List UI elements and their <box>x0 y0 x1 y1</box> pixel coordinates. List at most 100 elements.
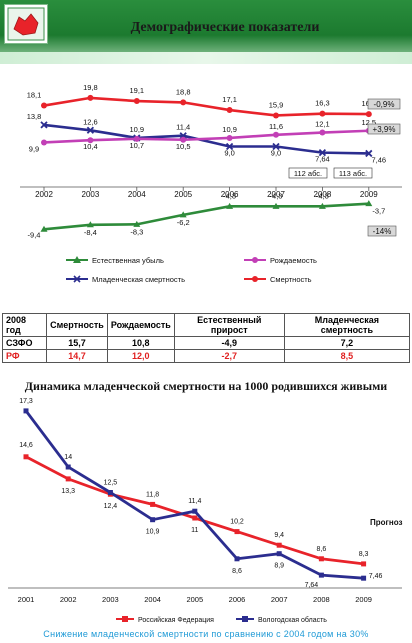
demographics-chart: 18,119,819,118,817,115,916,316,213,812,6… <box>20 83 402 284</box>
data-label: -6,2 <box>177 218 190 227</box>
data-point <box>273 131 279 138</box>
data-label: 18,8 <box>176 87 191 96</box>
data-point <box>361 575 367 581</box>
data-label: -4,3 <box>270 191 283 200</box>
data-point <box>361 561 367 567</box>
x-tick-label: 2001 <box>18 595 35 604</box>
data-label: 9,0 <box>224 149 234 158</box>
data-label: 11,4 <box>188 498 201 505</box>
data-point <box>41 102 47 109</box>
data-point <box>133 135 140 142</box>
infant-mortality-chart: 14,6 13,3 12,4 11,8 11 10,2 9,4 8,6 8,3 17,3 14 12,… <box>8 398 402 624</box>
data-label: 12,1 <box>315 120 330 129</box>
table-cell: 12,0 <box>106 349 175 363</box>
x-tick-label: 2002 <box>35 190 53 199</box>
legend-vologda: Вологодская область <box>258 616 327 624</box>
data-label: 10,9 <box>222 125 237 134</box>
data-point <box>86 221 94 228</box>
x-tick-label: 2002 <box>60 595 77 604</box>
data-label: 16,3 <box>315 99 330 108</box>
data-label: 10,7 <box>129 141 144 150</box>
data-label: -8,3 <box>130 227 143 236</box>
data-label: 9,9 <box>29 144 39 153</box>
data-point <box>225 142 234 151</box>
table-header-cell: Естественный прирост <box>173 313 285 337</box>
data-label: -4,3 <box>223 191 236 200</box>
table-cell: -2,7 <box>173 349 285 363</box>
data-point <box>318 572 324 578</box>
data-label: 7,46 <box>369 573 383 580</box>
data-point <box>272 202 280 209</box>
table-cell: РФ <box>1 349 48 363</box>
data-point <box>318 556 324 562</box>
data-point <box>192 515 198 521</box>
data-point <box>234 556 240 562</box>
x-tick-label: 2003 <box>102 595 119 604</box>
x-tick-label: 2007 <box>271 595 288 604</box>
table-header-row: 2008 год Смертность Рождаемость Естестве… <box>1 313 411 337</box>
data-point <box>40 225 48 232</box>
data-label: 13,3 <box>61 488 75 495</box>
data-label: 8,6 <box>317 546 327 553</box>
header-banner: Демографические показатели <box>0 0 412 64</box>
data-point <box>276 551 282 557</box>
data-point <box>65 464 71 470</box>
data-label: 15,9 <box>269 100 284 109</box>
table-cell: 8,5 <box>283 349 411 363</box>
legend-natural-decline: Естественная убыль <box>92 256 164 265</box>
table-cell: 14,7 <box>46 349 108 363</box>
data-label: -3,7 <box>372 207 385 216</box>
x-tick-label: 2006 <box>229 595 246 604</box>
page-title: Демографические показатели <box>130 20 320 35</box>
series-line <box>43 123 369 155</box>
data-label: 19,8 <box>83 83 98 92</box>
x-tick-label: 2008 <box>314 190 332 199</box>
data-point <box>40 121 48 129</box>
table-row: СЗФО 15,7 10,8 -4,9 7,2 <box>1 336 411 350</box>
data-point <box>23 454 29 460</box>
data-label: 8,9 <box>274 563 284 570</box>
table-cell: 15,7 <box>46 336 108 350</box>
data-label: 19,1 <box>129 86 144 95</box>
data-point <box>180 99 187 106</box>
data-label: 13,8 <box>27 112 42 121</box>
birth-change-label: +3,9% <box>373 125 396 134</box>
data-label: 11,4 <box>176 123 190 132</box>
table-cell: СЗФО <box>1 336 48 350</box>
data-label: -8,4 <box>84 228 97 237</box>
data-point <box>365 149 373 158</box>
data-point <box>319 110 326 117</box>
data-label: 12,6 <box>83 117 98 126</box>
data-point <box>179 211 187 218</box>
series-line <box>43 202 369 231</box>
data-point <box>276 542 282 548</box>
series-line <box>43 96 369 117</box>
data-label: 8,3 <box>359 551 369 558</box>
x-tick-label: 2007 <box>267 190 285 199</box>
data-point <box>107 490 113 495</box>
abs-2008-label: 112 абс. <box>294 169 322 178</box>
x-tick-label: 2004 <box>128 190 146 199</box>
abs-2009-label: 113 абс. <box>339 169 367 178</box>
data-label: 14 <box>64 454 72 461</box>
data-label: 7,46 <box>371 155 386 164</box>
x-tick-label: 2003 <box>82 190 100 199</box>
data-point <box>41 139 47 146</box>
legend-birth-rate: Рождаемость <box>270 256 317 265</box>
data-label: 11,6 <box>269 122 283 131</box>
data-point <box>86 126 95 134</box>
data-label: 10,2 <box>230 519 244 526</box>
data-point <box>87 137 94 144</box>
data-point <box>318 202 326 209</box>
data-point <box>150 501 156 507</box>
footnote: Снижение младенческой смертности по срав… <box>43 629 369 639</box>
header-band <box>0 52 412 64</box>
table-header-cell: Смертность <box>46 313 108 337</box>
region-logo-icon <box>4 4 48 44</box>
x-tick-label: 2009 <box>355 595 372 604</box>
data-point <box>23 408 29 414</box>
data-label: 11,8 <box>146 491 159 498</box>
data-label: 17,1 <box>222 95 237 104</box>
data-label: 10,5 <box>176 142 191 151</box>
legend-infant-mortality: Младенческая смертность <box>92 275 185 284</box>
